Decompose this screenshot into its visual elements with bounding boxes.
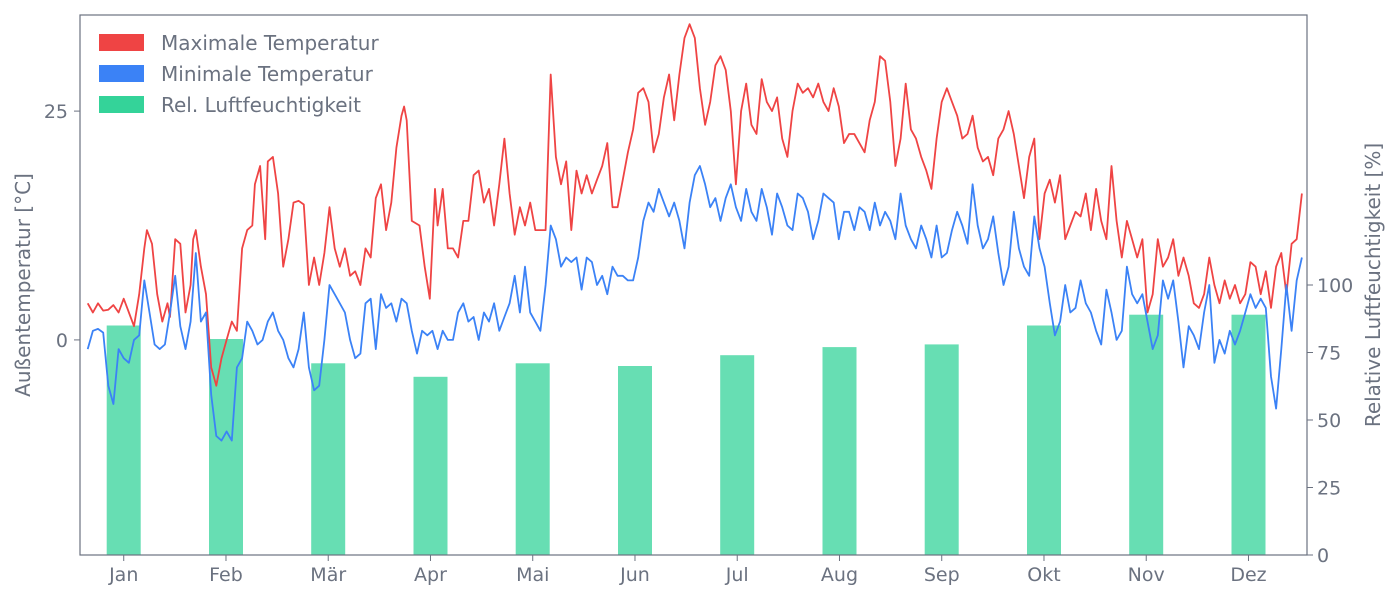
legend-label: Maximale Temperatur (161, 31, 379, 55)
x-tick-label: Nov (1128, 564, 1165, 586)
temperature-lines (86, 23, 1303, 442)
humidity-bars (106, 314, 1266, 555)
max-temperature-line (86, 23, 1303, 387)
x-tick-label: Jan (108, 564, 138, 586)
y-right-axis-title: Relative Luftfeuchtigkeit [%] (1361, 143, 1385, 427)
x-tick-label: Jul (725, 564, 749, 586)
humidity-bar-feb (209, 339, 243, 555)
humidity-bar-jul (720, 355, 755, 555)
y-left-axis-title: Außentemperatur [°C] (11, 173, 35, 397)
humidity-bar-jan (106, 325, 141, 555)
y-right-tick-label: 75 (1317, 343, 1341, 365)
y-left-tick-label: 25 (44, 101, 68, 123)
x-tick-label: Sep (924, 564, 960, 586)
humidity-bar-okt (1027, 325, 1061, 555)
legend-label: Rel. Luftfeuchtigkeit (161, 93, 361, 117)
x-tick-label: Mai (516, 564, 549, 586)
x-tick-label: Jun (619, 564, 650, 586)
humidity-bar-nov (1129, 314, 1164, 555)
axes: Jan Feb Mär Apr Mai Jun Jul Aug Sep Okt Nov Dez 0 25 0… (44, 101, 1353, 586)
x-tick-label: Apr (414, 564, 447, 586)
humidity-bar-dez (1231, 314, 1266, 555)
humidity-bar-apr (413, 376, 448, 555)
y-right-tick-label: 50 (1317, 410, 1341, 432)
humidity-bar-mär (311, 363, 346, 555)
y-right-tick-label: 0 (1317, 545, 1329, 567)
x-tick-label: Feb (209, 564, 243, 586)
x-tick-label: Dez (1230, 564, 1266, 586)
min-temperature-line (86, 165, 1303, 442)
legend-label: Minimale Temperatur (161, 62, 374, 86)
legend-swatch (99, 34, 144, 51)
x-tick-label: Mär (310, 564, 346, 586)
humidity-bar-mai (515, 363, 550, 555)
y-right-tick-label: 25 (1317, 478, 1341, 500)
legend: Maximale Temperatur Minimale Temperatur Re… (99, 31, 379, 117)
humidity-bar-sep (924, 344, 959, 555)
legend-swatch (99, 65, 144, 82)
y-left-tick-label: 0 (56, 330, 68, 352)
x-tick-label: Aug (821, 564, 858, 586)
legend-swatch (99, 96, 144, 113)
y-right-tick-label: 100 (1317, 275, 1353, 297)
humidity-bar-aug (822, 347, 857, 555)
x-tick-label: Okt (1027, 564, 1060, 586)
humidity-bar-jun (618, 366, 652, 555)
